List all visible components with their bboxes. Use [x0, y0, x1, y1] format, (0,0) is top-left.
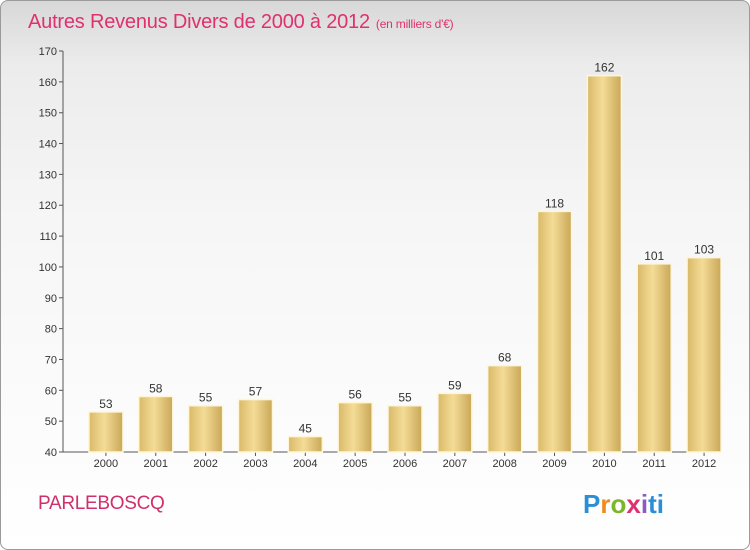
bar-value-label: 103 [694, 243, 714, 257]
bar [237, 398, 274, 453]
x-tick-label: 2008 [492, 458, 516, 470]
y-tick-label: 70 [45, 354, 57, 366]
bar-value-label: 101 [644, 249, 664, 263]
bar [536, 210, 573, 453]
x-tick-label: 2002 [193, 458, 217, 470]
bar [686, 256, 722, 453]
bar [337, 401, 373, 453]
chart-subtitle: (en milliers d'€) [375, 17, 454, 31]
bar-value-label: 68 [498, 351, 512, 365]
bar [187, 404, 224, 453]
x-tick-label: 2006 [393, 458, 417, 470]
x-tick-label: 2005 [343, 458, 367, 470]
bar-value-label: 162 [594, 61, 614, 75]
x-tick-label: 2009 [542, 458, 566, 470]
bar-value-label: 55 [398, 391, 412, 405]
x-tick-label: 2012 [692, 458, 716, 470]
y-tick-label: 90 [45, 293, 57, 305]
commune-name: PARLEBOSCQ [38, 493, 165, 514]
x-tick-label: 2004 [293, 458, 317, 470]
y-tick-label: 110 [39, 231, 57, 243]
bar-value-label: 45 [299, 422, 313, 436]
y-tick-label: 170 [39, 46, 57, 58]
bar-value-label: 59 [448, 378, 462, 392]
y-tick-label: 130 [39, 169, 57, 181]
proxiti-logo: Proxiti [583, 489, 664, 520]
chart-title-text: Autres Revenus Divers de 2000 à 2012 [28, 11, 370, 33]
y-tick-label: 160 [39, 77, 57, 89]
bar [636, 263, 672, 453]
y-tick-label: 40 [45, 447, 57, 459]
y-tick-label: 80 [45, 324, 57, 336]
y-tick-label: 120 [39, 200, 57, 212]
logo-letter: x [626, 489, 641, 519]
x-tick-label: 2011 [642, 458, 666, 470]
bar-value-label: 56 [348, 388, 362, 402]
bar [88, 411, 124, 453]
bar-value-label: 57 [249, 385, 263, 399]
y-tick-label: 140 [39, 139, 57, 151]
y-tick-label: 150 [39, 108, 57, 120]
y-tick-label: 50 [45, 416, 57, 428]
logo-letter: i [640, 489, 649, 519]
bar [486, 364, 523, 453]
x-tick-label: 2000 [94, 458, 118, 470]
x-tick-label: 2003 [243, 458, 267, 470]
bar-value-label: 55 [199, 391, 213, 405]
logo-letter: P [583, 489, 601, 519]
bar-value-label: 118 [545, 196, 564, 210]
y-tick-label: 60 [45, 385, 57, 397]
bar [138, 395, 174, 453]
x-tick-label: 2010 [592, 458, 616, 470]
bar-value-label: 58 [149, 381, 163, 395]
logo-letter: o [610, 489, 627, 519]
bar [287, 435, 324, 453]
x-tick-label: 2001 [144, 458, 168, 470]
bar [387, 404, 423, 453]
logo-letter: ti [648, 489, 664, 519]
bar [586, 74, 623, 453]
x-tick-label: 2007 [443, 458, 467, 470]
chart-title: Autres Revenus Divers de 2000 à 2012 (en … [28, 11, 454, 34]
logo-letter: r [600, 489, 611, 519]
bar [437, 392, 473, 453]
y-tick-label: 100 [39, 262, 57, 274]
bar-value-label: 53 [99, 397, 113, 411]
